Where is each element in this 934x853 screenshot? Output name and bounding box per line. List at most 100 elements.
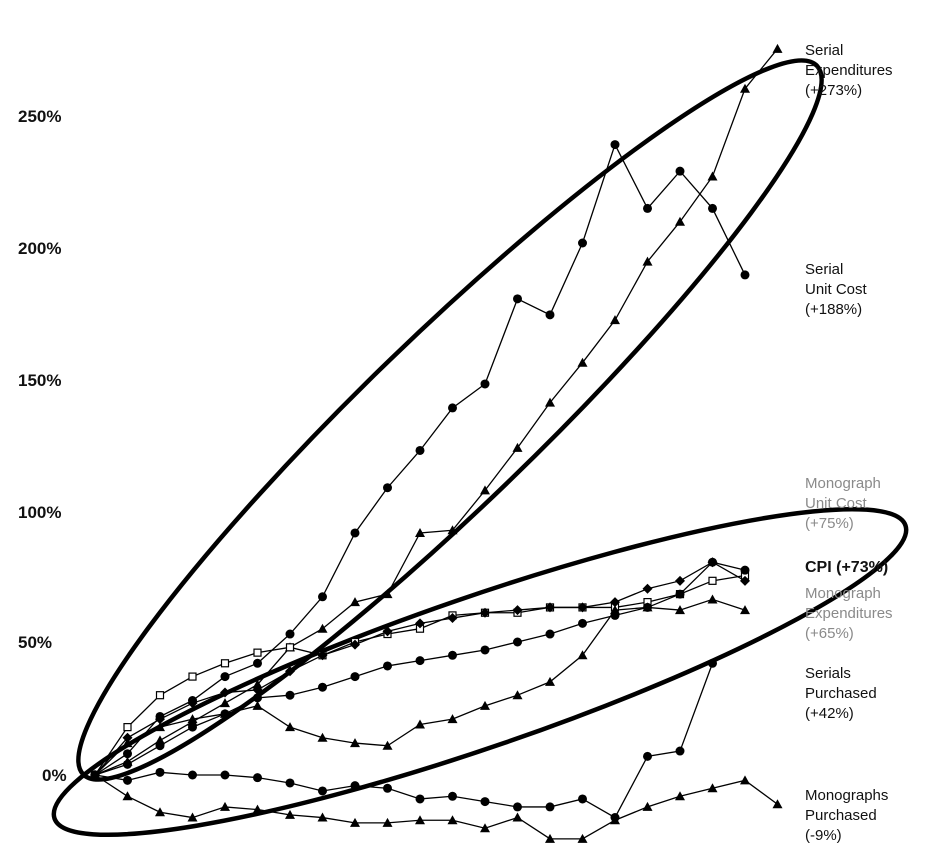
data-point-cpi [350,639,360,650]
data-point-monographs-purchased-lower [707,783,718,793]
series-label-line: (+188%) [805,301,862,318]
data-point-monograph-expenditures [480,645,490,655]
data-point-monographs-purchased [643,751,652,761]
data-point-serial-expenditures [642,256,653,266]
data-point-monograph-expenditures [740,565,750,575]
data-point-serials-purchased [577,650,588,660]
series-layer [90,43,783,843]
data-point-serials-purchased [610,605,620,615]
data-point-serial-expenditures [382,589,393,599]
series-line-monographs-purchased-lower [94,774,778,840]
y-tick-label: 50% [18,633,52,652]
data-point-serials-purchased [675,605,685,615]
data-point-serial-unit-cost [285,629,295,639]
data-point-serial-expenditures [707,171,718,181]
data-point-monographs-purchased [480,797,490,807]
data-point-monographs-purchased [188,770,197,780]
data-point-monograph-unit-cost [253,648,262,657]
data-point-monographs-purchased-lower [122,791,133,801]
data-point-serial-unit-cost [740,270,750,280]
series-label-line: (+273%) [805,82,862,99]
data-point-cpi [675,575,685,586]
data-point-monograph-expenditures [318,682,327,692]
data-point-monographs-purchased-lower [90,770,100,779]
data-point-monographs-purchased [448,791,457,801]
series-label-line: (-9%) [805,827,842,844]
series-label-line: CPI (+73%) [805,559,888,576]
data-point-serials-purchased [512,690,523,700]
data-point-serials-purchased [382,740,393,750]
data-point-monograph-unit-cost [123,723,132,732]
data-point-monograph-expenditures [253,693,262,703]
series-monograph-unit-cost [90,571,750,780]
series-label-line: Serial [805,42,843,59]
y-tick-label: 100% [18,503,61,522]
data-point-serial-expenditures [447,525,458,535]
data-point-monographs-purchased-lower [187,812,198,822]
data-point-monographs-purchased-lower [447,815,458,825]
data-point-serials-purchased [642,602,653,612]
data-point-monographs-purchased [155,767,165,777]
data-point-monograph-unit-cost [188,672,197,681]
data-point-monograph-expenditures [285,690,295,700]
data-point-monographs-purchased-lower [545,833,555,843]
data-point-cpi [122,732,133,743]
data-point-cpi [740,575,750,586]
series-label-line: Expenditures [805,62,893,79]
series-label-line: Purchased [805,685,877,702]
data-point-serial-expenditures [350,597,360,607]
data-point-monograph-expenditures [708,557,717,567]
data-point-serial-unit-cost [123,749,132,759]
series-monographs-purchased [90,658,717,823]
data-point-serials-purchased [707,594,718,604]
series-label-line: Serials [805,665,851,682]
data-point-cpi [642,583,653,594]
data-point-monograph-expenditures [415,656,425,666]
data-point-monographs-purchased [708,658,717,668]
data-point-monographs-purchased-lower [285,809,295,819]
y-tick-label: 150% [18,371,61,390]
data-point-serial-unit-cost [708,203,717,213]
series-label-monograph-unit-cost: Monograph Unit Cost (+75%) [805,475,881,532]
data-point-serials-purchased [415,719,425,729]
data-point-serial-unit-cost [253,658,262,668]
series-label-line: Expenditures [805,605,893,622]
data-point-monographs-purchased-lower [317,812,328,822]
data-point-monographs-purchased-lower [675,791,685,801]
data-point-serials-purchased [740,605,750,615]
data-point-serials-purchased [220,708,230,718]
data-point-serial-unit-cost [675,166,685,176]
data-point-monograph-expenditures [448,650,457,660]
highlight-ellipse-serials [76,58,824,782]
data-point-cpi [382,626,393,637]
series-label-line: Purchased [805,807,877,824]
data-point-serials-purchased [545,676,555,686]
data-point-serial-unit-cost [220,672,230,682]
data-point-monographs-purchased-lower [382,817,393,827]
data-point-monograph-unit-cost [708,576,717,585]
data-point-cpi [480,607,490,618]
data-point-monographs-purchased-lower [577,833,588,843]
data-point-serials-purchased [252,700,263,710]
data-point-serial-expenditures [220,698,230,708]
data-point-serials-purchased [447,714,458,724]
data-point-monograph-expenditures [513,637,522,647]
data-point-monograph-expenditures [675,589,685,599]
data-point-monographs-purchased [415,794,425,804]
data-point-serial-unit-cost [415,445,425,455]
data-point-cpi [220,687,230,698]
data-point-serial-unit-cost [480,379,490,389]
data-point-monographs-purchased [285,778,295,788]
data-point-serial-unit-cost [350,528,360,538]
y-axis-tick-labels: 0% 50% 100% 150% 200% 250% [18,107,67,785]
series-line-monograph-expenditures [94,561,746,776]
data-point-monographs-purchased [675,746,685,756]
y-tick-label: 0% [42,766,67,785]
data-point-monographs-purchased-lower [155,807,165,817]
series-label-serials-purchased: Serials Purchased (+42%) [805,665,877,722]
highlight-ellipses [51,58,909,838]
data-point-serial-expenditures [545,397,555,407]
data-point-monographs-purchased-lower [480,823,490,833]
series-label-serial-expenditures: Serial Expenditures (+273%) [805,42,893,99]
